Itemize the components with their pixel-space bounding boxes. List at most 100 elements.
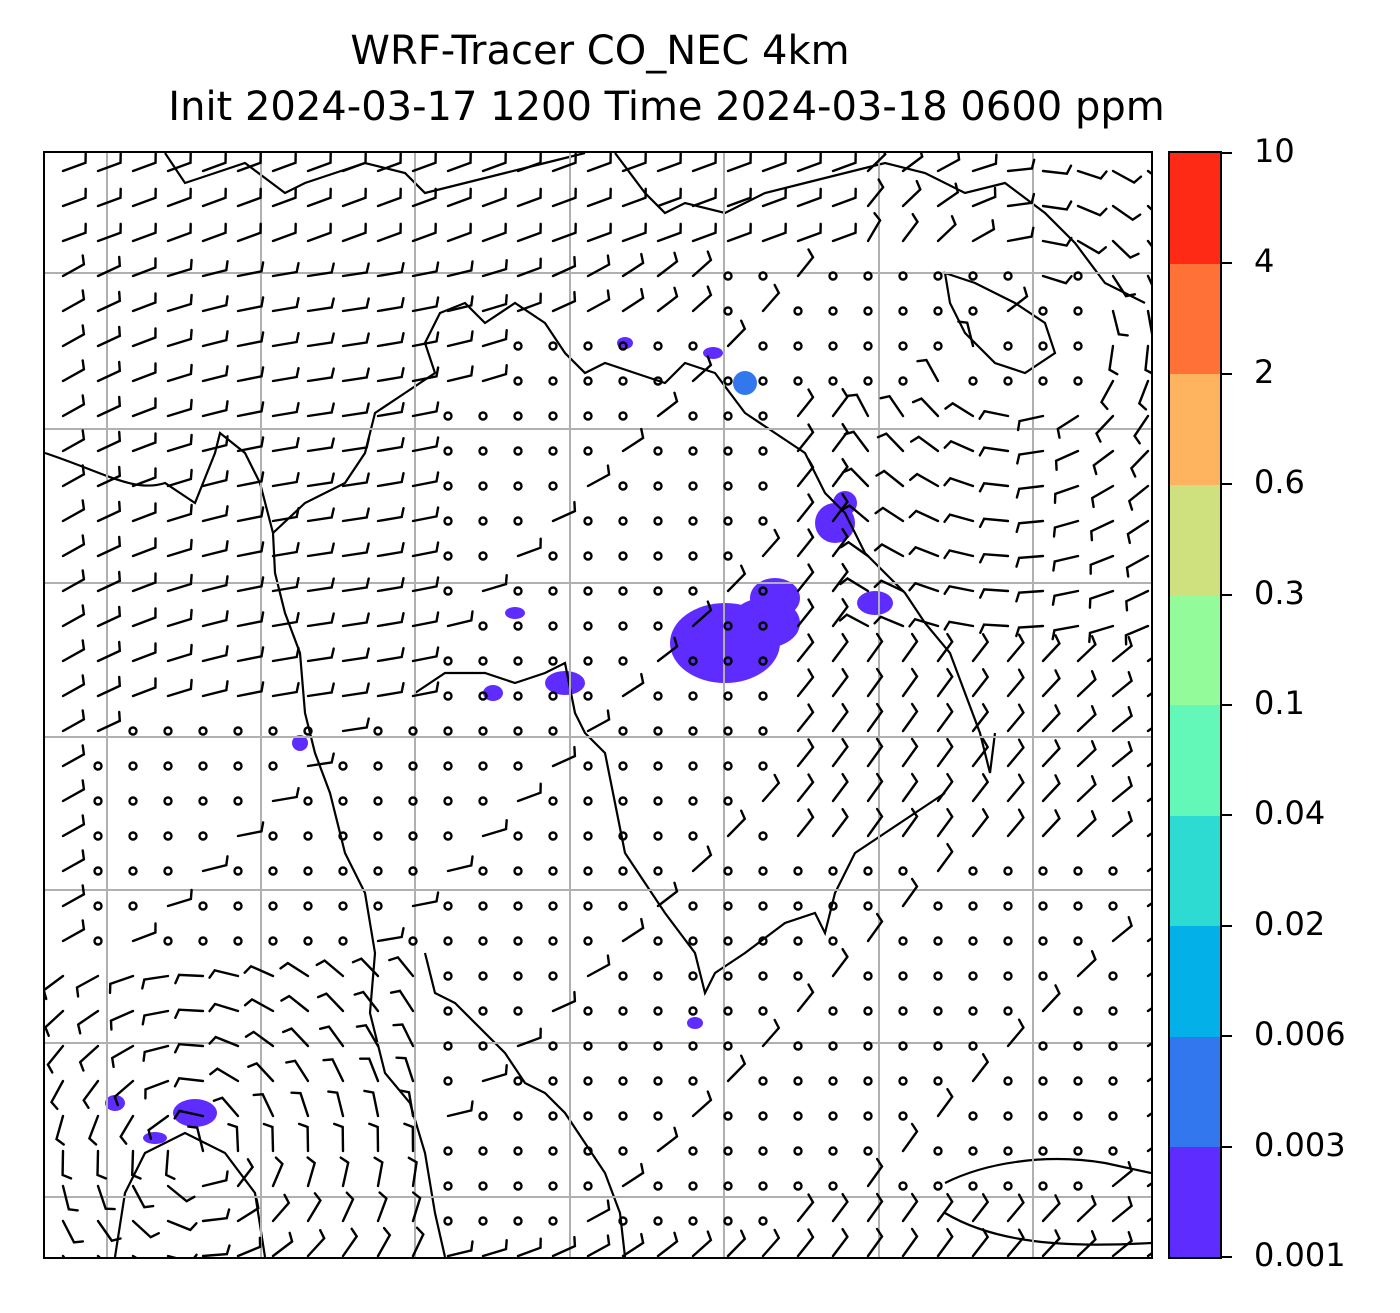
wind-barb (341, 682, 370, 698)
wind-barb (411, 436, 440, 453)
wind-barb (866, 1192, 884, 1223)
wind-barb (166, 678, 193, 698)
wind-barb (201, 610, 229, 628)
calm-wind-circle (93, 831, 103, 841)
wind-barb (201, 645, 229, 663)
calm-wind-circle (268, 761, 278, 771)
calm-wind-circle (548, 586, 558, 596)
wind-barb (243, 964, 275, 978)
wind-barb (1076, 810, 1097, 838)
wind-barb (131, 502, 157, 523)
wind-barb (1146, 1112, 1151, 1118)
calm-wind-circle (513, 726, 523, 736)
calm-wind-circle (723, 551, 733, 561)
wind-barb (61, 569, 86, 593)
wind-barb (971, 773, 990, 803)
wind-barb (208, 1002, 240, 1013)
calm-wind-circle (653, 831, 663, 841)
wind-barb (376, 1191, 388, 1223)
calm-wind-circle (723, 376, 733, 386)
calm-wind-circle (1038, 971, 1048, 981)
calm-wind-circle (898, 1041, 908, 1051)
colorbar-tick (1222, 1256, 1232, 1258)
calm-wind-circle (93, 796, 103, 806)
wind-barb (166, 328, 193, 348)
calm-wind-circle (548, 901, 558, 911)
wind-barb (131, 1219, 160, 1239)
wind-barb (1006, 808, 1025, 838)
wind-barb (315, 959, 345, 978)
wind-barb (45, 1009, 65, 1037)
wind-barb (243, 997, 275, 1013)
wind-barb (726, 564, 747, 593)
calm-wind-circle (653, 376, 663, 386)
calm-wind-circle (478, 1111, 488, 1121)
wind-barb (61, 919, 86, 943)
calm-wind-circle (933, 1006, 943, 1016)
wind-barb (247, 1061, 275, 1083)
calm-wind-circle (478, 446, 488, 456)
calm-wind-circle (1003, 271, 1013, 281)
calm-wind-circle (513, 1111, 523, 1121)
calm-wind-circle (478, 481, 488, 491)
calm-wind-circle (1073, 1146, 1083, 1156)
wind-barb (282, 1027, 310, 1048)
wind-barb (1052, 554, 1080, 572)
wind-barb (516, 187, 542, 208)
calm-wind-circle (443, 586, 453, 596)
calm-wind-circle (478, 971, 488, 981)
wind-barb (271, 1193, 291, 1223)
calm-wind-circle (1003, 1006, 1013, 1016)
calm-wind-circle (688, 411, 698, 421)
wind-barb (1125, 589, 1150, 612)
wind-barb (656, 187, 682, 208)
wind-barb (306, 507, 335, 523)
calm-wind-circle (548, 551, 558, 561)
wind-barb (1129, 449, 1150, 478)
calm-wind-circle (653, 1076, 663, 1086)
calm-wind-circle (898, 1076, 908, 1086)
calm-wind-circle (618, 901, 628, 911)
wind-barb (796, 598, 815, 628)
wind-barb (1146, 972, 1151, 978)
calm-wind-circle (758, 1216, 768, 1226)
calm-wind-circle (793, 376, 803, 386)
wind-barb (1076, 1230, 1097, 1257)
wind-barb (131, 607, 157, 628)
wind-barb (341, 507, 370, 523)
coastline-layer (45, 153, 1151, 1257)
wind-barb (1111, 169, 1143, 184)
calm-wind-circle (723, 516, 733, 526)
wind-barb (1146, 239, 1151, 247)
wind-barb (691, 153, 717, 173)
calm-wind-circle (968, 1181, 978, 1191)
wind-barb (481, 819, 508, 838)
wind-barb (131, 362, 157, 383)
calm-wind-circle (758, 831, 768, 841)
wind-barb (227, 1123, 240, 1153)
calm-wind-circle (688, 971, 698, 981)
wind-barb (1006, 1193, 1025, 1223)
wind-barb (838, 613, 870, 628)
wind-barb (131, 292, 157, 313)
wind-barb (271, 222, 297, 243)
wind-barb (61, 1184, 79, 1212)
calm-wind-circle (478, 691, 488, 701)
wind-barb (841, 467, 870, 488)
wind-barb (481, 153, 507, 173)
calm-wind-circle (828, 936, 838, 946)
wind-barb (1006, 1228, 1025, 1257)
wind-barb (446, 153, 472, 173)
wind-barb (1041, 1194, 1061, 1223)
wind-barb (306, 332, 335, 348)
calm-wind-circle (863, 1146, 873, 1156)
wind-barb (796, 187, 822, 208)
wind-barb (1127, 484, 1150, 511)
wind-barb (1100, 379, 1115, 411)
wind-barb (1111, 1196, 1133, 1223)
calm-wind-circle (723, 656, 733, 666)
wind-barb (411, 261, 440, 278)
wind-barb (201, 435, 229, 453)
calm-wind-circle (653, 1181, 663, 1191)
wind-barb (61, 429, 86, 453)
